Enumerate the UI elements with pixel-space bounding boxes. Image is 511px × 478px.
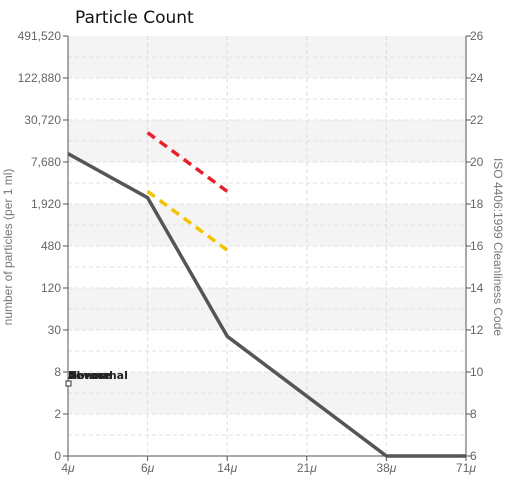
y-tick-label: 0 <box>54 449 61 463</box>
y2-tick-label: 16 <box>470 239 484 253</box>
x-tick-label: 38μ <box>376 461 396 475</box>
y-tick-label: 8 <box>54 365 61 379</box>
x-tick-label: 6μ <box>141 461 155 475</box>
chart-title: Particle Count <box>75 8 194 28</box>
y2-tick-label: 10 <box>470 365 484 379</box>
y2-tick-label: 18 <box>470 197 484 211</box>
severe-series-line <box>146 131 229 193</box>
y-tick-label: 491,520 <box>18 29 62 43</box>
x-tick-label: 71μ <box>456 461 476 475</box>
legend-label: Severe <box>68 369 111 382</box>
y2-tick-label: 24 <box>470 71 484 85</box>
y-tick-label: 480 <box>41 239 61 253</box>
y2-axis-title: ISO 4406:1999 Cleanliness Code <box>491 158 505 336</box>
legend-label: Abnormal <box>68 369 128 382</box>
y-tick-label: 30 <box>48 323 62 337</box>
y-tick-label: 30,720 <box>24 113 61 127</box>
y2-tick-label: 14 <box>470 281 484 295</box>
particle-count-series-line <box>67 152 466 458</box>
y-tick-label: 120 <box>41 281 61 295</box>
legend-label: Normal <box>68 369 113 382</box>
y2-tick-label: 8 <box>470 407 477 421</box>
y2-tick-label: 26 <box>470 29 484 43</box>
legend-marker <box>65 380 72 387</box>
series-layer <box>67 131 466 458</box>
x-tick-label: 14μ <box>217 461 237 475</box>
y-axis-title: number of particles (per 1 ml) <box>1 169 15 326</box>
abnormal-series-line <box>146 189 229 252</box>
y2-tick-label: 20 <box>470 155 484 169</box>
x-tick-label: 21μ <box>297 461 317 475</box>
y2-tick-label: 22 <box>470 113 484 127</box>
grid-lines <box>68 36 466 456</box>
y-tick-label: 1,920 <box>31 197 61 211</box>
tick-labels: 0 2 8 30 120 480 1,920 7,680 30,720 122,880 491,52… <box>18 29 484 475</box>
y-tick-label: 122,880 <box>18 71 62 85</box>
y-tick-label: 7,680 <box>31 155 61 169</box>
y-tick-label: 2 <box>54 407 61 421</box>
y2-tick-label: 6 <box>470 449 477 463</box>
y2-tick-label: 12 <box>470 323 484 337</box>
x-tick-label: 4μ <box>61 461 75 475</box>
